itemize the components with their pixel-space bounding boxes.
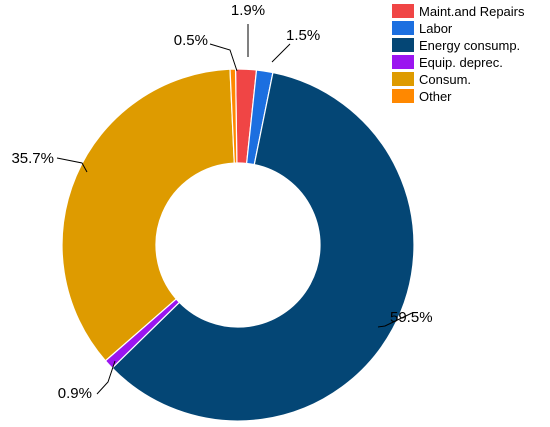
slice-energy-consump bbox=[111, 71, 415, 422]
slice-value-label: 1.5% bbox=[286, 27, 320, 44]
legend-swatch bbox=[392, 55, 414, 69]
legend-swatch bbox=[392, 21, 414, 35]
legend: Maint.and Repairs Labor Energy consump. Equ… bbox=[392, 4, 525, 104]
slice-value-label: 1.9% bbox=[231, 2, 265, 19]
legend-label: Energy consump. bbox=[419, 38, 520, 53]
slice-value-label: 0.9% bbox=[58, 385, 92, 402]
legend-label: Maint.and Repairs bbox=[419, 4, 525, 19]
leader-line bbox=[96, 360, 116, 395]
slice-value-label: 35.7% bbox=[11, 150, 54, 167]
slice-value-label: 0.5% bbox=[174, 32, 208, 49]
legend-label: Equip. deprec. bbox=[419, 55, 503, 70]
slice-consum bbox=[61, 68, 235, 362]
legend-label: Labor bbox=[419, 21, 453, 36]
donut-slices bbox=[61, 68, 415, 422]
legend-swatch bbox=[392, 38, 414, 52]
legend-swatch bbox=[392, 72, 414, 86]
legend-swatch bbox=[392, 4, 414, 18]
leader-line bbox=[56, 157, 88, 173]
slice-value-label: 59.5% bbox=[390, 309, 433, 326]
leader-line bbox=[271, 43, 291, 63]
legend-swatch bbox=[392, 89, 414, 103]
leader-line bbox=[209, 43, 238, 72]
leader-line bbox=[377, 312, 413, 328]
legend-label: Other bbox=[419, 89, 452, 104]
slice-other bbox=[229, 68, 238, 164]
legend-label: Consum. bbox=[419, 72, 471, 87]
slice-labels: 1.9% 1.5% 59.5% 0.9% 35.7% 0.5% bbox=[11, 2, 432, 402]
leader-lines bbox=[56, 24, 413, 395]
